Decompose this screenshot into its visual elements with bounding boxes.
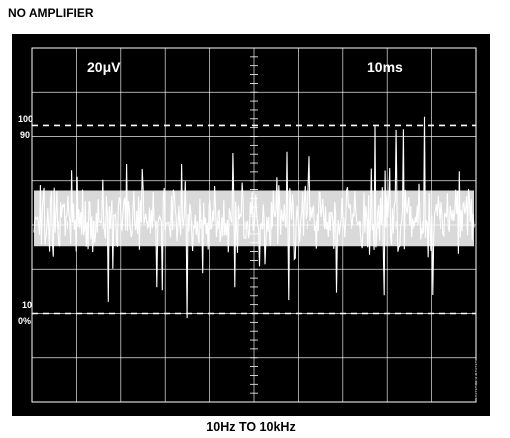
marker-90: 90 [20,130,30,140]
vertical-scale-label: 20μV [87,59,121,75]
oscilloscope-display: 20μV 10ms 100 90 10 0% [12,34,490,416]
noise-core-band [34,190,474,247]
marker-10: 10 [22,300,32,310]
noise-trace [33,116,475,319]
marker-100: 100 [18,114,33,124]
reference-lines [32,124,476,315]
bandwidth-caption: 10Hz TO 10kHz [206,420,296,434]
chart-title: NO AMPLIFIER [8,6,94,20]
marker-0: 0% [18,316,31,326]
time-scale-label: 10ms [367,59,403,75]
figure-id: 00841-008 [469,360,478,399]
